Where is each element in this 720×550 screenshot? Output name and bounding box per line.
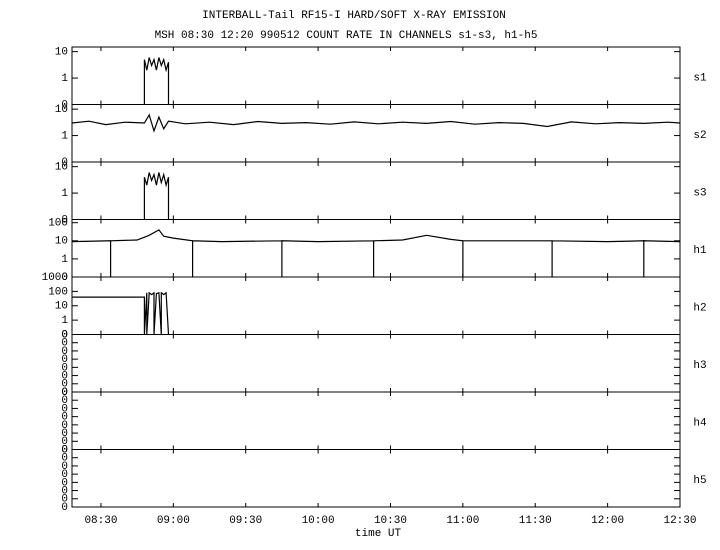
y-tick-label: 0 xyxy=(61,214,68,226)
panel-label: h1 xyxy=(693,245,707,257)
y-tick-label: 0 xyxy=(61,494,68,506)
panel-label: h4 xyxy=(693,418,707,430)
y-tick-label: 0 xyxy=(61,461,68,473)
y-tick-label: 100 xyxy=(48,286,68,298)
y-tick-label: 0 xyxy=(61,444,68,456)
panel-label: h5 xyxy=(693,475,706,487)
y-tick-label: 10 xyxy=(55,236,68,248)
y-tick-label: 0 xyxy=(61,436,68,448)
y-tick-label: 0 xyxy=(61,444,68,456)
y-tick-label: 0 xyxy=(61,387,68,399)
panel-frame xyxy=(71,104,681,163)
series-line xyxy=(71,229,681,277)
y-tick-label: 0 xyxy=(61,99,68,111)
y-tick-label: 0 xyxy=(61,387,68,399)
y-tick-label: 1 xyxy=(61,73,68,85)
panel-frame xyxy=(71,449,681,508)
y-tick-label: 1 xyxy=(61,254,68,266)
x-tick-label: 11:00 xyxy=(446,515,479,527)
panel-frame xyxy=(71,391,681,450)
y-tick-label: 0 xyxy=(61,338,68,350)
y-tick-label: 0 xyxy=(61,272,68,284)
chart-title: INTERBALL-Tail RF15-I HARD/SOFT X-RAY EM… xyxy=(202,10,506,22)
panel-frame xyxy=(71,334,681,393)
y-tick-label: 0 xyxy=(61,362,68,374)
chart-subtitle: MSH 08:30 12:20 990512 COUNT RATE IN CHA… xyxy=(155,30,538,42)
y-tick-label: 0 xyxy=(61,370,68,382)
x-tick-label: 12:00 xyxy=(591,515,624,527)
panel-label: s1 xyxy=(693,73,707,85)
y-tick-label: 1000 xyxy=(42,272,68,284)
y-tick-label: 1 xyxy=(61,188,68,200)
y-tick-label: 0 xyxy=(61,329,68,341)
x-axis-label: time UT xyxy=(355,528,402,540)
panel-frame xyxy=(71,161,681,220)
y-tick-label: 0 xyxy=(61,329,68,341)
y-tick-label: 0 xyxy=(61,403,68,415)
y-tick-label: 0 xyxy=(61,395,68,407)
panel-label: s3 xyxy=(693,188,706,200)
panel-frame xyxy=(71,46,681,105)
panel-label: h2 xyxy=(693,303,706,315)
y-tick-label: 0 xyxy=(61,346,68,358)
y-tick-label: 0 xyxy=(61,477,68,489)
y-tick-label: 0 xyxy=(61,485,68,497)
y-tick-label: 10 xyxy=(55,162,68,174)
x-tick-label: 10:30 xyxy=(374,515,407,527)
series-line xyxy=(72,291,170,335)
y-tick-label: 0 xyxy=(61,453,68,465)
y-tick-label: 0 xyxy=(61,469,68,481)
y-tick-label: 10 xyxy=(55,301,68,313)
panel-label: h3 xyxy=(693,360,706,372)
y-tick-label: 0 xyxy=(61,379,68,391)
y-tick-label: 0 xyxy=(61,428,68,440)
panel-frame xyxy=(71,219,681,278)
x-tick-label: 12:30 xyxy=(663,515,696,527)
y-tick-label: 0 xyxy=(61,420,68,432)
y-tick-label: 0 xyxy=(61,354,68,366)
series-line xyxy=(143,57,170,105)
x-tick-label: 11:30 xyxy=(519,515,552,527)
y-tick-label: 0 xyxy=(61,157,68,169)
y-tick-label: 10 xyxy=(55,47,68,59)
x-tick-label: 08:30 xyxy=(84,515,117,527)
y-tick-label: 0 xyxy=(61,502,68,514)
y-tick-label: 0 xyxy=(61,412,68,424)
y-tick-label: 10 xyxy=(55,104,68,116)
series-line xyxy=(71,113,681,133)
x-tick-label: 10:00 xyxy=(302,515,335,527)
series-line xyxy=(143,172,170,220)
y-tick-label: 1 xyxy=(61,130,68,142)
panel-frame xyxy=(71,276,681,335)
x-tick-label: 09:30 xyxy=(229,515,262,527)
y-tick-label: 100 xyxy=(48,218,68,230)
x-tick-label: 09:00 xyxy=(157,515,190,527)
y-tick-label: 1 xyxy=(61,315,68,327)
panel-label: s2 xyxy=(693,130,706,142)
